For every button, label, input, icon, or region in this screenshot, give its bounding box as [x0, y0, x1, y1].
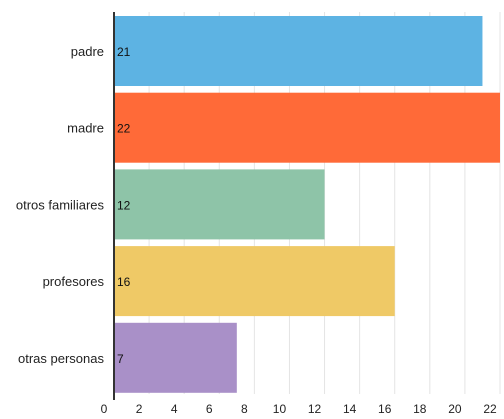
bar-padre — [114, 16, 483, 86]
x-tick-label: 12 — [308, 402, 322, 416]
data-label: 21 — [117, 45, 131, 59]
x-tick-label: 8 — [241, 402, 248, 416]
category-label: padre — [71, 44, 104, 59]
x-tick-label: 2 — [136, 402, 143, 416]
bar-otros-familiares — [114, 169, 325, 240]
category-label: profesores — [43, 274, 105, 289]
category-label: otras personas — [18, 351, 104, 366]
bar-profesores — [114, 246, 395, 317]
x-axis-ticks: 0 2 4 6 8 10 12 14 16 18 20 22 — [101, 402, 497, 416]
bar-madre — [114, 92, 500, 163]
x-tick-label: 14 — [343, 402, 357, 416]
x-tick-label: 0 — [101, 402, 108, 416]
data-label: 7 — [117, 352, 124, 366]
category-label: madre — [67, 121, 104, 136]
x-tick-label: 22 — [483, 402, 497, 416]
x-tick-label: 4 — [171, 402, 178, 416]
value-labels: 21 22 12 16 7 — [117, 45, 131, 366]
x-tick-label: 20 — [448, 402, 462, 416]
category-label: otros familiares — [16, 197, 105, 212]
x-tick-label: 16 — [378, 402, 392, 416]
data-label: 12 — [117, 198, 131, 212]
x-tick-label: 18 — [413, 402, 427, 416]
category-labels: padre madre otros familiares profesores otra… — [16, 44, 105, 366]
data-label: 16 — [117, 275, 131, 289]
bar-otras-personas — [114, 322, 237, 393]
x-tick-label: 10 — [273, 402, 287, 416]
bars — [114, 16, 500, 393]
data-label: 22 — [117, 122, 131, 136]
x-tick-label: 6 — [206, 402, 213, 416]
